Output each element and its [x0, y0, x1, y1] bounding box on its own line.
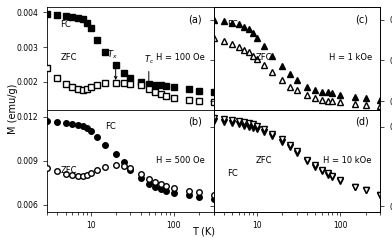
- Text: H = 1 kOe: H = 1 kOe: [328, 53, 372, 62]
- Text: H = 500 Oe: H = 500 Oe: [156, 156, 205, 165]
- Text: (b): (b): [188, 117, 202, 127]
- Text: FC: FC: [227, 169, 238, 178]
- Text: FC: FC: [105, 122, 116, 131]
- Text: ZFC: ZFC: [255, 53, 272, 62]
- Text: (c): (c): [356, 14, 368, 24]
- Text: FC: FC: [227, 20, 238, 28]
- Text: ZFC: ZFC: [255, 156, 272, 165]
- Text: T (K): T (K): [192, 226, 215, 236]
- Text: (d): (d): [355, 117, 368, 127]
- Text: $T_x$: $T_x$: [107, 49, 117, 61]
- Text: H = 100 Oe: H = 100 Oe: [156, 53, 205, 62]
- Text: $T_c$: $T_c$: [144, 54, 154, 66]
- Text: ZFC: ZFC: [60, 166, 77, 175]
- Text: H = 10 kOe: H = 10 kOe: [323, 156, 372, 165]
- Text: (a): (a): [188, 14, 202, 24]
- Text: ZFC: ZFC: [60, 53, 77, 62]
- Text: FC: FC: [60, 20, 71, 28]
- Text: M (emu/g): M (emu/g): [8, 83, 18, 134]
